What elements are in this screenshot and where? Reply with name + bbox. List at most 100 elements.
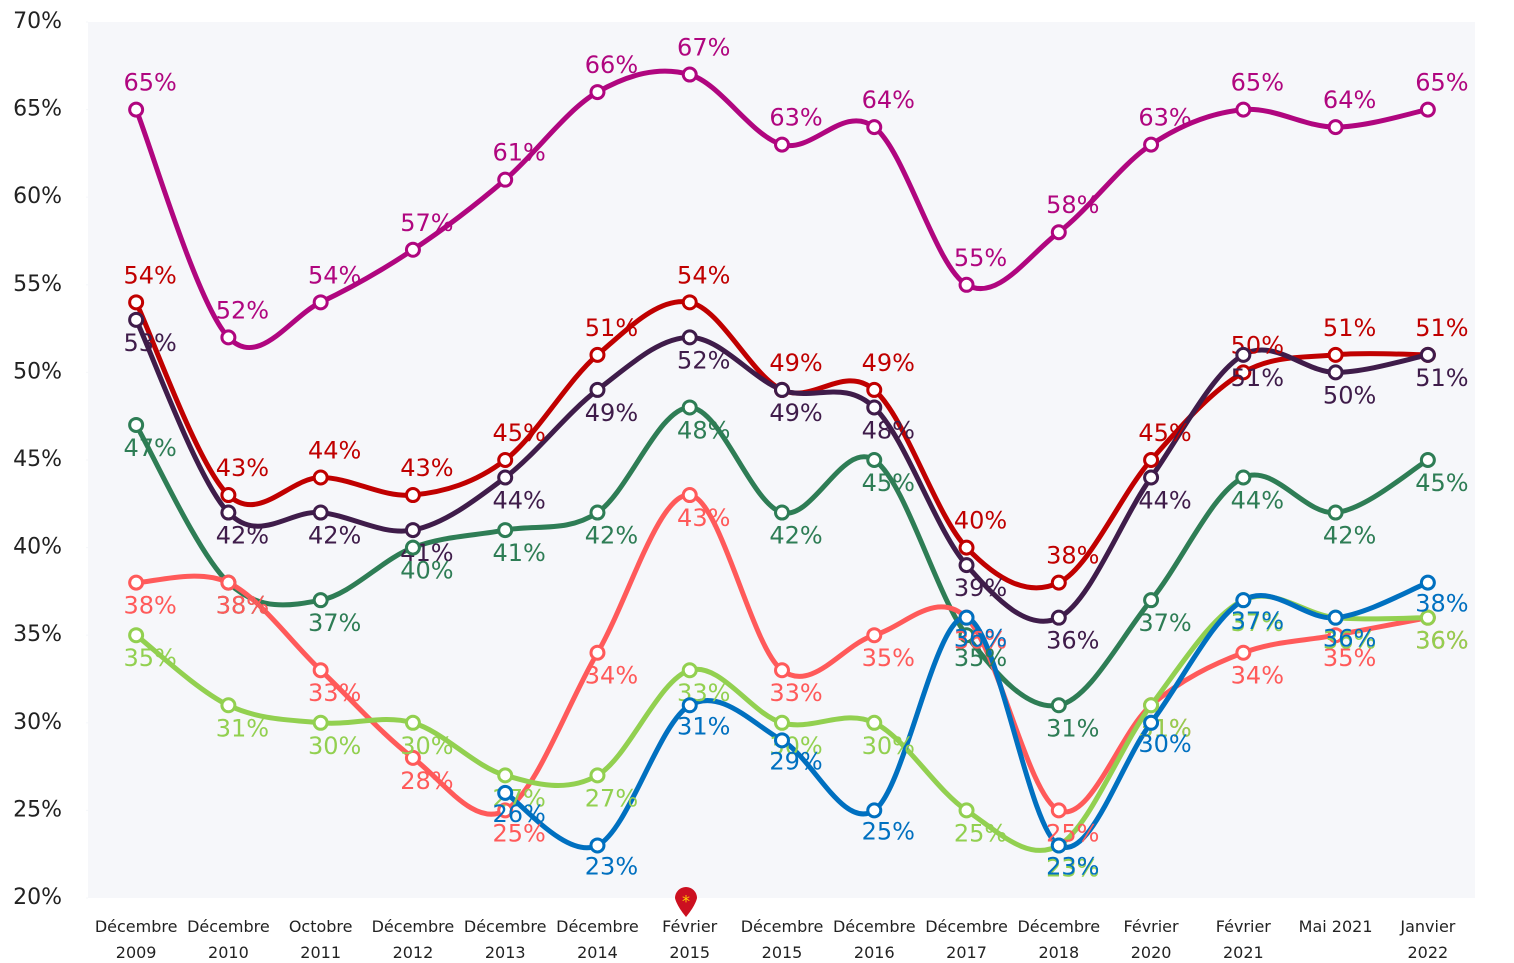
data-label: 31% [1046, 714, 1099, 742]
data-label: 67% [677, 34, 730, 62]
data-label: 43% [677, 504, 730, 532]
data-point [866, 119, 883, 136]
data-point [220, 329, 237, 346]
data-point [1327, 364, 1344, 381]
data-point [958, 276, 975, 293]
data-point [1050, 609, 1067, 626]
y-tick-label: 25% [13, 797, 62, 822]
x-tick-label: Janvier 2022 [1400, 917, 1456, 962]
data-label: 66% [585, 51, 638, 79]
data-label: 45% [493, 419, 546, 447]
data-point [1327, 609, 1344, 626]
data-label: 38% [123, 592, 176, 620]
data-point [497, 767, 514, 784]
data-point [1143, 592, 1160, 609]
data-point [589, 767, 606, 784]
data-label: 36% [954, 627, 1007, 655]
data-label: 49% [769, 399, 822, 427]
x-tick-label: Décembre 2009 [94, 917, 178, 962]
data-point [681, 697, 698, 714]
data-point [1143, 469, 1160, 486]
data-point [312, 504, 329, 521]
data-point [312, 294, 329, 311]
y-tick-label: 35% [13, 622, 62, 647]
data-label: 42% [308, 522, 361, 550]
data-point [497, 171, 514, 188]
data-label: 40% [954, 507, 1007, 535]
data-label: 37% [1231, 609, 1284, 637]
data-label: 53% [123, 329, 176, 357]
data-point [1419, 346, 1436, 363]
data-point [312, 662, 329, 679]
data-point [866, 452, 883, 468]
data-point [1419, 452, 1436, 468]
data-label: 44% [493, 487, 546, 515]
data-point [404, 749, 421, 766]
data-point [681, 66, 698, 83]
data-point [128, 311, 145, 328]
data-point [681, 662, 698, 679]
data-label: 58% [1046, 191, 1099, 219]
data-label: 31% [216, 714, 269, 742]
data-label: 42% [585, 522, 638, 550]
data-label: 45% [1138, 419, 1191, 447]
data-label: 37% [1138, 609, 1191, 637]
data-label: 29% [769, 747, 822, 775]
data-label: 44% [1138, 487, 1191, 515]
data-point [774, 714, 790, 731]
data-label: 25% [493, 819, 546, 847]
data-point [958, 539, 975, 556]
data-label: 51% [1415, 314, 1468, 342]
data-label: 35% [954, 644, 1007, 672]
plot-area [88, 22, 1475, 898]
data-label: 64% [862, 86, 915, 114]
data-label: 43% [216, 454, 269, 482]
data-label: 51% [1231, 364, 1284, 392]
x-tick-label: Février 2015 [662, 917, 718, 962]
svg-text:*: * [682, 892, 690, 911]
data-label: 30% [862, 732, 915, 760]
y-tick-label: 50% [13, 359, 62, 384]
data-point [589, 504, 606, 521]
data-label: 55% [954, 244, 1007, 272]
data-point [497, 802, 514, 819]
data-label: 35% [1323, 644, 1376, 672]
data-point [220, 487, 237, 504]
data-label: 51% [1415, 364, 1468, 392]
data-point [1235, 346, 1252, 363]
data-point [866, 627, 883, 644]
data-point [404, 487, 421, 504]
data-label: 28% [400, 767, 453, 795]
data-point [681, 329, 698, 346]
series-line [133, 404, 1430, 709]
data-point [1419, 609, 1436, 626]
data-point [958, 802, 975, 819]
data-label: 34% [1231, 662, 1284, 690]
data-point [404, 241, 421, 258]
data-point [866, 381, 883, 398]
data-label: 42% [216, 522, 269, 550]
data-label: 42% [769, 522, 822, 550]
data-point [866, 714, 883, 731]
data-label: 44% [308, 437, 361, 465]
data-point [1327, 627, 1344, 644]
y-tick-label: 55% [13, 272, 62, 297]
data-point [1235, 592, 1252, 609]
y-tick-label: 40% [13, 535, 62, 560]
data-label: 64% [1323, 86, 1376, 114]
data-point [589, 837, 606, 854]
data-point [1143, 136, 1160, 153]
data-point [1050, 224, 1067, 241]
data-point [1235, 644, 1252, 661]
data-label: 36% [1415, 627, 1468, 655]
data-label: 57% [400, 209, 453, 237]
data-label: 31% [677, 712, 730, 740]
data-point [774, 381, 790, 398]
data-label: 45% [862, 469, 915, 497]
data-label: 36% [1046, 627, 1099, 655]
data-label: 44% [1231, 487, 1284, 515]
data-label: 36% [954, 625, 1007, 653]
data-point [128, 627, 145, 644]
data-point [1235, 469, 1252, 486]
